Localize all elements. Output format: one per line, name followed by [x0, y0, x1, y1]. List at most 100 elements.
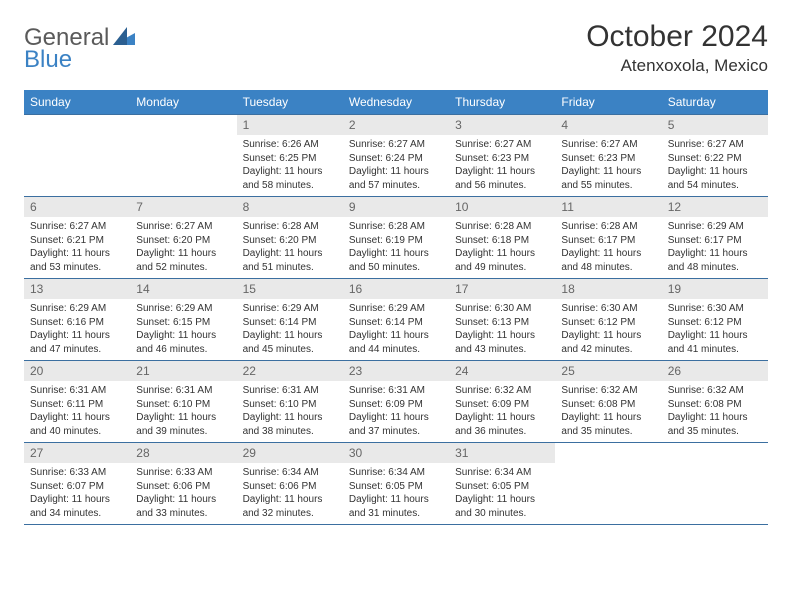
- calendar-header-row: Sunday Monday Tuesday Wednesday Thursday…: [24, 90, 768, 115]
- day-number: 9: [343, 197, 449, 217]
- sunset-text: Sunset: 6:05 PM: [349, 480, 443, 494]
- calendar-week-row: 20Sunrise: 6:31 AMSunset: 6:11 PMDayligh…: [24, 361, 768, 443]
- day-details: Sunrise: 6:31 AMSunset: 6:11 PMDaylight:…: [24, 381, 130, 442]
- daylight-text: Daylight: 11 hours and 55 minutes.: [561, 165, 655, 192]
- daylight-text: Daylight: 11 hours and 45 minutes.: [243, 329, 337, 356]
- sunset-text: Sunset: 6:23 PM: [561, 152, 655, 166]
- sunset-text: Sunset: 6:11 PM: [30, 398, 124, 412]
- sunrise-text: Sunrise: 6:31 AM: [136, 384, 230, 398]
- calendar-cell: 25Sunrise: 6:32 AMSunset: 6:08 PMDayligh…: [555, 361, 661, 443]
- day-number: 26: [662, 361, 768, 381]
- day-number: 16: [343, 279, 449, 299]
- day-details: Sunrise: 6:27 AMSunset: 6:21 PMDaylight:…: [24, 217, 130, 278]
- day-details: Sunrise: 6:30 AMSunset: 6:13 PMDaylight:…: [449, 299, 555, 360]
- daylight-text: Daylight: 11 hours and 44 minutes.: [349, 329, 443, 356]
- sunset-text: Sunset: 6:05 PM: [455, 480, 549, 494]
- sunset-text: Sunset: 6:08 PM: [668, 398, 762, 412]
- sunset-text: Sunset: 6:12 PM: [668, 316, 762, 330]
- sunrise-text: Sunrise: 6:27 AM: [349, 138, 443, 152]
- day-details: Sunrise: 6:27 AMSunset: 6:22 PMDaylight:…: [662, 135, 768, 196]
- day-number: 3: [449, 115, 555, 135]
- sunrise-text: Sunrise: 6:28 AM: [455, 220, 549, 234]
- calendar-cell: 27Sunrise: 6:33 AMSunset: 6:07 PMDayligh…: [24, 443, 130, 525]
- day-number: 5: [662, 115, 768, 135]
- sunset-text: Sunset: 6:17 PM: [668, 234, 762, 248]
- sunrise-text: Sunrise: 6:27 AM: [668, 138, 762, 152]
- day-details: Sunrise: 6:30 AMSunset: 6:12 PMDaylight:…: [662, 299, 768, 360]
- logo-mark-icon: [113, 27, 135, 50]
- sunset-text: Sunset: 6:22 PM: [668, 152, 762, 166]
- sunset-text: Sunset: 6:14 PM: [349, 316, 443, 330]
- calendar-cell: [24, 115, 130, 197]
- daylight-text: Daylight: 11 hours and 50 minutes.: [349, 247, 443, 274]
- day-details: Sunrise: 6:28 AMSunset: 6:20 PMDaylight:…: [237, 217, 343, 278]
- daylight-text: Daylight: 11 hours and 56 minutes.: [455, 165, 549, 192]
- daylight-text: Daylight: 11 hours and 58 minutes.: [243, 165, 337, 192]
- day-number: 17: [449, 279, 555, 299]
- daylight-text: Daylight: 11 hours and 57 minutes.: [349, 165, 443, 192]
- daylight-text: Daylight: 11 hours and 42 minutes.: [561, 329, 655, 356]
- calendar-cell: [662, 443, 768, 525]
- page: General October 2024 Atenxoxola, Mexico …: [0, 0, 792, 545]
- day-number: 14: [130, 279, 236, 299]
- day-details: Sunrise: 6:28 AMSunset: 6:19 PMDaylight:…: [343, 217, 449, 278]
- title-block: October 2024 Atenxoxola, Mexico: [586, 20, 768, 76]
- day-number: 6: [24, 197, 130, 217]
- sunrise-text: Sunrise: 6:33 AM: [30, 466, 124, 480]
- day-details: Sunrise: 6:27 AMSunset: 6:20 PMDaylight:…: [130, 217, 236, 278]
- daylight-text: Daylight: 11 hours and 35 minutes.: [561, 411, 655, 438]
- calendar-week-row: 27Sunrise: 6:33 AMSunset: 6:07 PMDayligh…: [24, 443, 768, 525]
- daylight-text: Daylight: 11 hours and 30 minutes.: [455, 493, 549, 520]
- day-number: 4: [555, 115, 661, 135]
- calendar-cell: 29Sunrise: 6:34 AMSunset: 6:06 PMDayligh…: [237, 443, 343, 525]
- day-details: Sunrise: 6:29 AMSunset: 6:17 PMDaylight:…: [662, 217, 768, 278]
- sunset-text: Sunset: 6:08 PM: [561, 398, 655, 412]
- calendar-week-row: 6Sunrise: 6:27 AMSunset: 6:21 PMDaylight…: [24, 197, 768, 279]
- sunrise-text: Sunrise: 6:32 AM: [455, 384, 549, 398]
- sunset-text: Sunset: 6:19 PM: [349, 234, 443, 248]
- calendar-cell: 19Sunrise: 6:30 AMSunset: 6:12 PMDayligh…: [662, 279, 768, 361]
- calendar-cell: 18Sunrise: 6:30 AMSunset: 6:12 PMDayligh…: [555, 279, 661, 361]
- day-number: 13: [24, 279, 130, 299]
- day-number: 29: [237, 443, 343, 463]
- daylight-text: Daylight: 11 hours and 31 minutes.: [349, 493, 443, 520]
- day-number: 2: [343, 115, 449, 135]
- sunset-text: Sunset: 6:20 PM: [243, 234, 337, 248]
- sunrise-text: Sunrise: 6:27 AM: [561, 138, 655, 152]
- day-number: 21: [130, 361, 236, 381]
- day-number: 8: [237, 197, 343, 217]
- day-number: 31: [449, 443, 555, 463]
- daylight-text: Daylight: 11 hours and 33 minutes.: [136, 493, 230, 520]
- sunrise-text: Sunrise: 6:33 AM: [136, 466, 230, 480]
- sunrise-text: Sunrise: 6:34 AM: [455, 466, 549, 480]
- sunrise-text: Sunrise: 6:34 AM: [243, 466, 337, 480]
- sunrise-text: Sunrise: 6:26 AM: [243, 138, 337, 152]
- daylight-text: Daylight: 11 hours and 38 minutes.: [243, 411, 337, 438]
- day-number: 7: [130, 197, 236, 217]
- sunset-text: Sunset: 6:10 PM: [243, 398, 337, 412]
- sunrise-text: Sunrise: 6:32 AM: [561, 384, 655, 398]
- weekday-header: Saturday: [662, 90, 768, 115]
- sunset-text: Sunset: 6:13 PM: [455, 316, 549, 330]
- header: General October 2024 Atenxoxola, Mexico: [24, 20, 768, 76]
- weekday-header: Thursday: [449, 90, 555, 115]
- day-number: 18: [555, 279, 661, 299]
- calendar-body: 1Sunrise: 6:26 AMSunset: 6:25 PMDaylight…: [24, 115, 768, 525]
- location: Atenxoxola, Mexico: [586, 56, 768, 76]
- calendar-cell: 26Sunrise: 6:32 AMSunset: 6:08 PMDayligh…: [662, 361, 768, 443]
- calendar-cell: 5Sunrise: 6:27 AMSunset: 6:22 PMDaylight…: [662, 115, 768, 197]
- calendar-cell: 4 Sunrise: 6:27 AMSunset: 6:23 PMDaylight…: [555, 115, 661, 197]
- day-number: 28: [130, 443, 236, 463]
- daylight-text: Daylight: 11 hours and 49 minutes.: [455, 247, 549, 274]
- sunset-text: Sunset: 6:24 PM: [349, 152, 443, 166]
- sunrise-text: Sunrise: 6:27 AM: [136, 220, 230, 234]
- weekday-header: Monday: [130, 90, 236, 115]
- calendar-cell: 1Sunrise: 6:26 AMSunset: 6:25 PMDaylight…: [237, 115, 343, 197]
- sunset-text: Sunset: 6:10 PM: [136, 398, 230, 412]
- sunrise-text: Sunrise: 6:30 AM: [668, 302, 762, 316]
- calendar-cell: 15Sunrise: 6:29 AMSunset: 6:14 PMDayligh…: [237, 279, 343, 361]
- sunrise-text: Sunrise: 6:31 AM: [243, 384, 337, 398]
- sunrise-text: Sunrise: 6:28 AM: [561, 220, 655, 234]
- sunset-text: Sunset: 6:09 PM: [349, 398, 443, 412]
- sunrise-text: Sunrise: 6:29 AM: [349, 302, 443, 316]
